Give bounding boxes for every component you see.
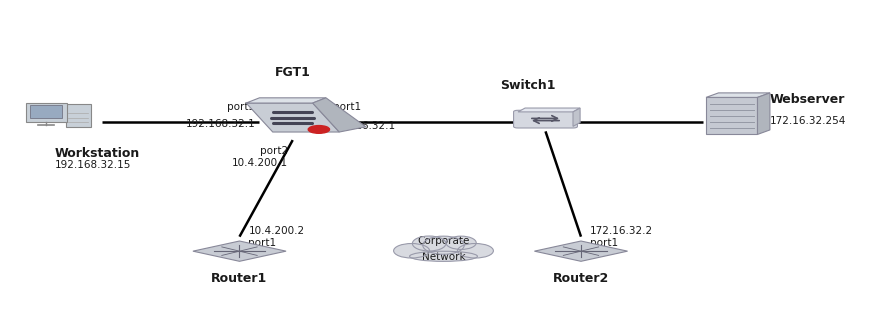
Text: Webserver: Webserver bbox=[769, 93, 844, 106]
Polygon shape bbox=[313, 98, 365, 132]
Ellipse shape bbox=[446, 236, 476, 250]
FancyBboxPatch shape bbox=[30, 105, 62, 118]
Ellipse shape bbox=[393, 243, 429, 258]
Text: 172.16.32.254: 172.16.32.254 bbox=[769, 116, 845, 126]
Text: 172.16.32.2: 172.16.32.2 bbox=[589, 226, 652, 236]
Text: port1: port1 bbox=[248, 238, 276, 248]
Polygon shape bbox=[572, 108, 579, 126]
Ellipse shape bbox=[409, 251, 477, 261]
Text: Switch1: Switch1 bbox=[500, 79, 555, 92]
Polygon shape bbox=[534, 241, 627, 261]
Text: FGT1: FGT1 bbox=[275, 66, 310, 79]
Text: 10.4.200.1: 10.4.200.1 bbox=[232, 158, 288, 168]
Polygon shape bbox=[246, 98, 326, 103]
Text: 192.168.32.1: 192.168.32.1 bbox=[185, 119, 255, 129]
Text: Workstation: Workstation bbox=[55, 147, 140, 159]
Text: Network: Network bbox=[421, 251, 465, 262]
Polygon shape bbox=[517, 108, 579, 112]
Text: Router2: Router2 bbox=[552, 272, 609, 285]
Text: Router1: Router1 bbox=[211, 272, 268, 285]
FancyBboxPatch shape bbox=[513, 110, 577, 128]
Text: port1: port1 bbox=[332, 102, 361, 112]
Polygon shape bbox=[757, 93, 769, 135]
Text: 172.16.32.1: 172.16.32.1 bbox=[332, 121, 395, 131]
Text: port1: port1 bbox=[589, 238, 618, 248]
Ellipse shape bbox=[423, 236, 463, 254]
Text: Corporate: Corporate bbox=[416, 236, 470, 247]
Text: port3: port3 bbox=[227, 102, 255, 112]
Polygon shape bbox=[705, 93, 769, 98]
Text: 10.4.200.2: 10.4.200.2 bbox=[248, 226, 304, 236]
Polygon shape bbox=[246, 103, 338, 132]
FancyBboxPatch shape bbox=[66, 104, 91, 127]
FancyBboxPatch shape bbox=[705, 98, 757, 135]
Ellipse shape bbox=[412, 236, 446, 251]
Circle shape bbox=[308, 126, 330, 133]
Text: 192.168.32.15: 192.168.32.15 bbox=[55, 160, 131, 170]
Text: port2: port2 bbox=[260, 146, 288, 156]
Polygon shape bbox=[193, 241, 285, 261]
FancyBboxPatch shape bbox=[26, 103, 67, 122]
Ellipse shape bbox=[457, 243, 493, 258]
